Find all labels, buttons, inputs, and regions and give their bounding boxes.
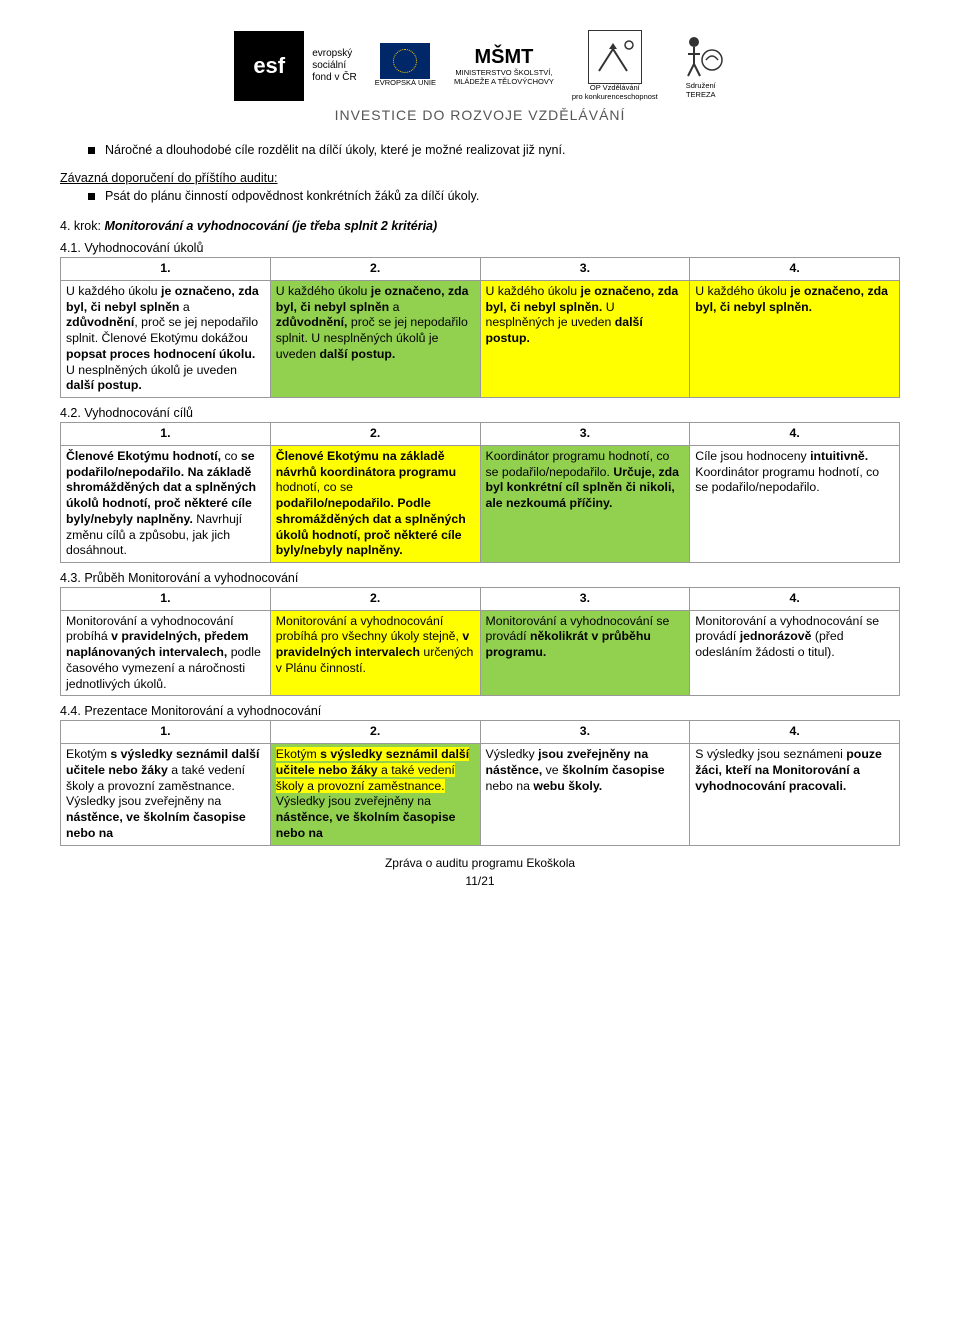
cell: Výsledky jsou zveřejněny na nástěnce, ve… [480, 744, 690, 845]
table-header-row: 1. 2. 3. 4. [61, 258, 900, 281]
cell: Cíle jsou hodnoceny intuitivně. Koordiná… [690, 445, 900, 562]
op-caption: OP Vzdělávání pro konkurenceschopnost [572, 84, 658, 101]
col-header: 2. [270, 258, 480, 281]
cell: S výsledky jsou seznámeni pouze žáci, kt… [690, 744, 900, 845]
t42-heading: 4.2. Vyhodnocování cílů [60, 406, 900, 420]
tereza-caption: Sdružení TEREZA [686, 82, 716, 99]
table-header-row: 1. 2. 3. 4. [61, 423, 900, 446]
page-number: 11/21 [60, 874, 900, 888]
col-header: 1. [61, 588, 271, 611]
table-row: U každého úkolu je označeno, zda byl, či… [61, 280, 900, 397]
col-header: 3. [480, 258, 690, 281]
col-header: 4. [690, 423, 900, 446]
logo-tereza: Sdružení TEREZA [676, 32, 726, 99]
col-header: 2. [270, 588, 480, 611]
col-header: 4. [690, 721, 900, 744]
msmt-mark: MŠMT [474, 45, 533, 69]
col-header: 4. [690, 258, 900, 281]
cell: Ekotým s výsledky seznámil další učitele… [61, 744, 271, 845]
op-icon [588, 30, 642, 84]
cell: Monitorování a vyhodnocování probíhá v p… [61, 610, 271, 696]
intro-bullet: Náročné a dlouhodobé cíle rozdělit na dí… [88, 143, 900, 157]
cell: Koordinátor programu hodnotí, co se poda… [480, 445, 690, 562]
logo-eu: EVROPSKÁ UNIE [375, 43, 436, 88]
cell: Monitorování a vyhodnocování probíhá pro… [270, 610, 480, 696]
col-header: 4. [690, 588, 900, 611]
cell: Monitorování a vyhodnocování se provádí … [480, 610, 690, 696]
step4-heading: 4. krok: Monitorování a vyhodnocování (j… [60, 219, 900, 233]
cell: U každého úkolu je označeno, zda byl, či… [270, 280, 480, 397]
rubric-44: 1. 2. 3. 4. Ekotým s výsledky seznámil d… [60, 720, 900, 845]
logo-strip: esf evropský sociální fond v ČR EVROPSKÁ… [60, 30, 900, 101]
table-row: Členové Ekotýmu hodnotí, co se podařilo/… [61, 445, 900, 562]
rubric-42: 1. 2. 3. 4. Členové Ekotýmu hodnotí, co … [60, 422, 900, 563]
cell: Monitorování a vyhodnocování se provádí … [690, 610, 900, 696]
cell: U každého úkolu je označeno, zda byl, či… [480, 280, 690, 397]
esf-icon: esf [234, 31, 304, 101]
table-row: Monitorování a vyhodnocování probíhá v p… [61, 610, 900, 696]
tagline: INVESTICE DO ROZVOJE VZDĚLÁVÁNÍ [60, 107, 900, 123]
cell: U každého úkolu je označeno, zda byl, či… [690, 280, 900, 397]
rubric-41: 1. 2. 3. 4. U každého úkolu je označeno,… [60, 257, 900, 398]
logo-esf: esf evropský sociální fond v ČR [234, 31, 356, 101]
recommend-bullet: Psát do plánu činností odpovědnost konkr… [88, 189, 900, 203]
intro-bullet-text: Náročné a dlouhodobé cíle rozdělit na dí… [105, 143, 565, 157]
col-header: 3. [480, 721, 690, 744]
col-header: 1. [61, 258, 271, 281]
eu-caption: EVROPSKÁ UNIE [375, 79, 436, 88]
logo-op: OP Vzdělávání pro konkurenceschopnost [572, 30, 658, 101]
cell: Členové Ekotýmu na základě návrhů koordi… [270, 445, 480, 562]
col-header: 3. [480, 588, 690, 611]
logo-msmt: MŠMT MINISTERSTVO ŠKOLSTVÍ, MLÁDEŽE A TĚ… [454, 45, 554, 86]
t44-heading: 4.4. Prezentace Monitorování a vyhodnoco… [60, 704, 900, 718]
footer-line: Zpráva o auditu programu Ekoškola [60, 856, 900, 870]
cell: Členové Ekotýmu hodnotí, co se podařilo/… [61, 445, 271, 562]
t41-heading: 4.1. Vyhodnocování úkolů [60, 241, 900, 255]
tereza-icon [676, 32, 726, 82]
footer: Zpráva o auditu programu Ekoškola 11/21 [60, 856, 900, 888]
recommend-heading: Závazná doporučení do příštího auditu: [60, 171, 900, 185]
col-header: 2. [270, 721, 480, 744]
col-header: 1. [61, 721, 271, 744]
table-header-row: 1. 2. 3. 4. [61, 721, 900, 744]
col-header: 1. [61, 423, 271, 446]
t43-heading: 4.3. Průběh Monitorování a vyhodnocování [60, 571, 900, 585]
bullet-square-icon [88, 147, 95, 154]
cell: Ekotým s výsledky seznámil další učitele… [270, 744, 480, 845]
col-header: 3. [480, 423, 690, 446]
page: esf evropský sociální fond v ČR EVROPSKÁ… [0, 0, 960, 908]
rubric-43: 1. 2. 3. 4. Monitorování a vyhodnocování… [60, 587, 900, 696]
msmt-caption: MINISTERSTVO ŠKOLSTVÍ, MLÁDEŽE A TĚLOVÝC… [454, 69, 554, 86]
recommend-bullet-text: Psát do plánu činností odpovědnost konkr… [105, 189, 479, 203]
eu-flag-icon [380, 43, 430, 79]
cell: U každého úkolu je označeno, zda byl, či… [61, 280, 271, 397]
table-header-row: 1. 2. 3. 4. [61, 588, 900, 611]
table-row: Ekotým s výsledky seznámil další učitele… [61, 744, 900, 845]
esf-caption: evropský sociální fond v ČR [312, 48, 356, 84]
col-header: 2. [270, 423, 480, 446]
bullet-square-icon [88, 193, 95, 200]
